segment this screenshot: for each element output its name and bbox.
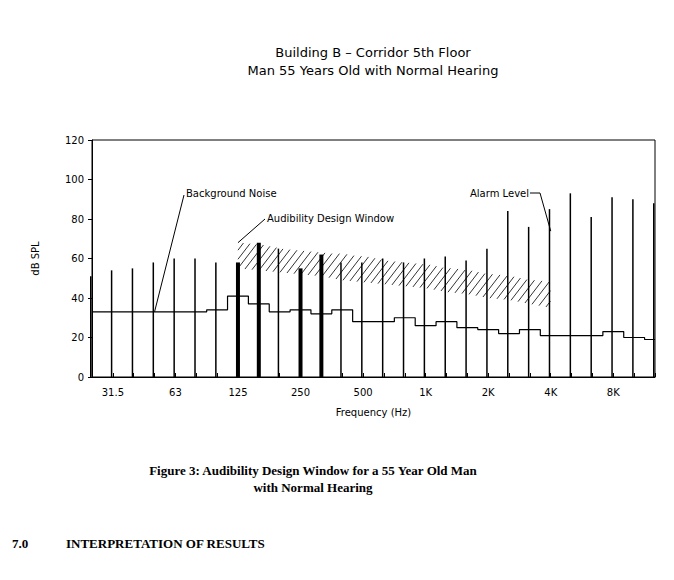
svg-text:100: 100 — [65, 174, 84, 185]
svg-text:40: 40 — [71, 293, 84, 304]
svg-text:250: 250 — [291, 387, 310, 398]
svg-text:Building B – Corridor 5th Floo: Building B – Corridor 5th Floor — [275, 45, 471, 60]
svg-text:2K: 2K — [482, 387, 495, 398]
svg-text:7.0: 7.0 — [12, 536, 28, 551]
svg-text:60: 60 — [71, 253, 84, 264]
svg-text:Background Noise: Background Noise — [186, 188, 277, 199]
svg-text:120: 120 — [65, 135, 84, 146]
svg-text:Audibility Design Window: Audibility Design Window — [267, 213, 394, 224]
svg-text:31.5: 31.5 — [102, 387, 124, 398]
svg-text:0: 0 — [78, 372, 84, 383]
svg-text:8K: 8K — [607, 387, 620, 398]
svg-text:125: 125 — [228, 387, 247, 398]
svg-text:Man 55 Years Old with Normal H: Man 55 Years Old with Normal Hearing — [248, 63, 499, 78]
svg-text:4K: 4K — [544, 387, 557, 398]
svg-text:80: 80 — [71, 214, 84, 225]
svg-text:1K: 1K — [419, 387, 432, 398]
svg-text:63: 63 — [169, 387, 182, 398]
svg-text:Figure 3: Audibility Design Wi: Figure 3: Audibility Design Window for a… — [149, 463, 477, 478]
svg-text:INTERPRETATION OF RESULTS: INTERPRETATION OF RESULTS — [66, 536, 265, 551]
svg-text:Frequency (Hz): Frequency (Hz) — [336, 407, 412, 418]
svg-text:500: 500 — [354, 387, 373, 398]
svg-text:with Normal Hearing: with Normal Hearing — [253, 480, 373, 495]
svg-text:Alarm Level: Alarm Level — [470, 188, 529, 199]
svg-text:20: 20 — [71, 332, 84, 343]
svg-text:dB SPL: dB SPL — [30, 241, 41, 276]
